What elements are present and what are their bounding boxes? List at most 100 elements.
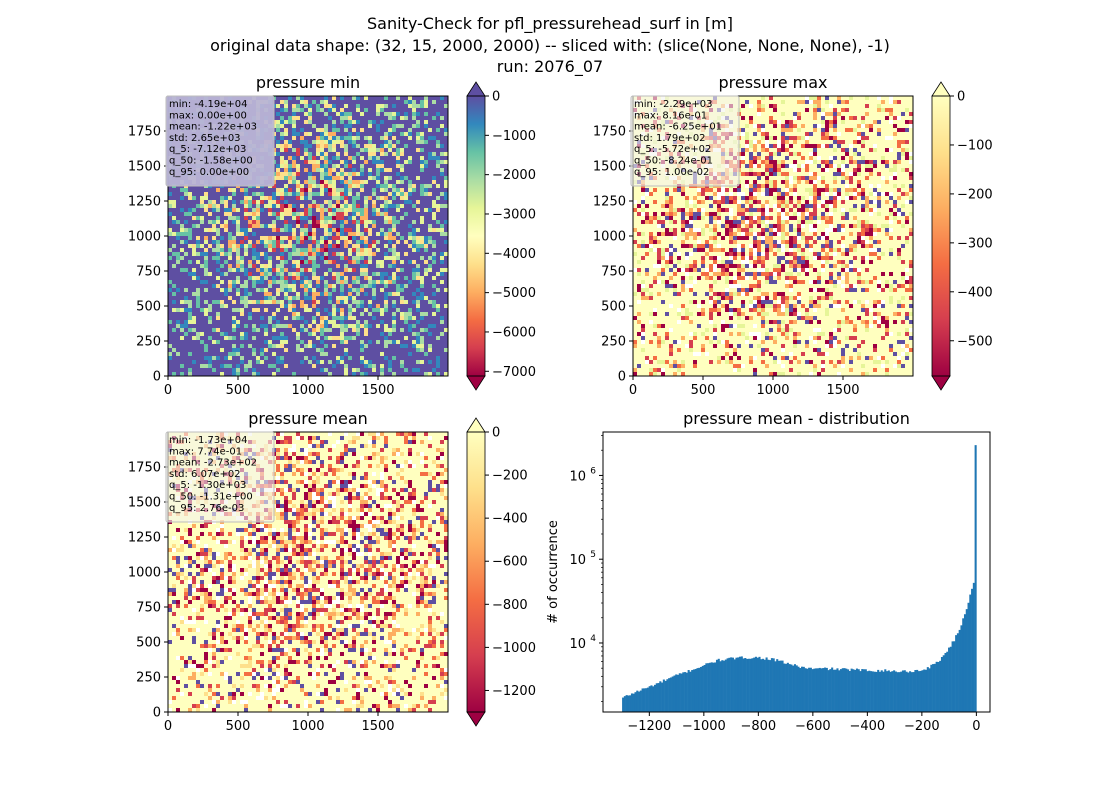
histogram-bar (804, 668, 807, 712)
histogram-bar (925, 669, 928, 712)
x-tick-label: 500 (691, 383, 716, 398)
y-tick-label: 500 (136, 300, 161, 315)
histogram-bar (944, 652, 947, 712)
colorbar-extend-top (466, 417, 486, 433)
histogram-bar (726, 658, 729, 712)
stats-line: q_95: 0.00e+00 (169, 167, 249, 178)
histogram-bar (786, 662, 789, 712)
stats-line: q_50: -1.58e+00 (169, 156, 253, 167)
histogram-bar (960, 625, 963, 712)
y-tick-label: 0 (153, 706, 161, 721)
y-tick-label: 1500 (128, 160, 161, 175)
stats-line: q_50: -8.24e-01 (634, 156, 713, 167)
stats-line: q_5: -7.12e+03 (169, 144, 246, 155)
x-tick-label: −600 (795, 719, 831, 734)
histogram-bar (928, 668, 931, 712)
histogram-bar (792, 665, 795, 712)
histogram-bar (933, 663, 936, 712)
histogram-bar (731, 657, 734, 712)
histogram-bar (689, 671, 692, 712)
histogram-bar (958, 629, 961, 712)
colorbar-tick-label: −5000 (492, 286, 536, 301)
colorbar-extend-bottom (931, 375, 951, 391)
x-tick-label: 500 (226, 383, 251, 398)
histogram-bar (815, 668, 818, 712)
histogram-bar (685, 672, 688, 712)
histogram-bar (965, 609, 968, 712)
histogram-bar (824, 667, 827, 712)
y-tick-label: 1750 (128, 461, 161, 476)
stats-box (165, 95, 275, 187)
histogram-bar (758, 656, 761, 712)
histogram-bar (877, 669, 880, 712)
histogram-bar (668, 678, 671, 712)
colorbar-tick-label: −200 (492, 469, 528, 484)
colorbar-tick-label: 0 (957, 90, 965, 105)
histogram-bar (974, 445, 977, 712)
x-tick-label: 0 (629, 383, 637, 398)
histogram-bar (682, 672, 685, 712)
colorbar-tick-label: −100 (957, 138, 993, 153)
stats-line: std: 2.65e+03 (169, 133, 241, 144)
colorbar-tick-label: −4000 (492, 247, 536, 262)
histogram-bar (661, 682, 664, 712)
histogram-bar (625, 695, 628, 712)
panel-title: pressure mean - distribution (683, 409, 910, 428)
y-tick-label: 10 (569, 553, 586, 568)
figure-suptitle-line-1: Sanity-Check for pfl_pressurehead_surf i… (367, 14, 733, 34)
histogram-bar (715, 659, 719, 712)
colorbar-extend-top (931, 81, 951, 97)
histogram-bar (724, 659, 727, 712)
colorbar-gradient (467, 96, 485, 376)
y-tick-label: 0 (153, 370, 161, 385)
histogram-bar (705, 663, 708, 712)
histogram-bar (971, 588, 974, 712)
colorbar-tick-label: −7000 (492, 365, 536, 380)
histogram-bar (946, 651, 949, 712)
colorbar-tick-label: −800 (492, 598, 528, 613)
histogram-bar (939, 660, 942, 712)
histogram-bar (678, 673, 681, 712)
stats-line: q_50: -1.31e+00 (169, 492, 253, 503)
histogram-bar (884, 669, 887, 712)
histogram-bar (850, 668, 853, 712)
stats-line: q_95: 1.00e-02 (634, 167, 709, 178)
histogram-bar (627, 695, 630, 712)
panel-title: pressure mean (248, 409, 368, 428)
histogram-bar (916, 669, 919, 712)
histogram-bar (634, 692, 637, 712)
histogram-bar (762, 658, 765, 712)
colorbar-tick-label: −500 (957, 334, 993, 349)
histogram-bar (653, 684, 657, 712)
histogram-bar (765, 657, 768, 712)
y-axis-label: # of occurrence (546, 520, 561, 624)
histogram-bar (949, 646, 952, 712)
x-tick-label: 1000 (756, 383, 789, 398)
colorbar-frame (466, 431, 486, 713)
histogram-bar (813, 668, 816, 712)
histogram-bar (643, 688, 646, 712)
histogram-bar (742, 658, 745, 712)
histogram-bar (767, 659, 770, 712)
histogram-bar (714, 662, 717, 712)
histogram-bar (664, 680, 667, 712)
y-tick-label: 10 (569, 469, 586, 484)
histogram-bar (744, 658, 747, 712)
histogram-bar (926, 667, 929, 712)
histogram-bar (639, 690, 642, 712)
histogram-bar (870, 671, 873, 712)
histogram-bar (930, 664, 933, 712)
colorbar-tick-label: −3000 (492, 207, 536, 222)
y-tick-label: 1000 (593, 230, 626, 245)
histogram-bar (836, 668, 839, 712)
colorbar-tick-label: −300 (957, 236, 993, 251)
colorbar-extend-bottom (466, 375, 486, 391)
histogram-bar (738, 656, 742, 712)
stats-line: q_5: -5.72e+02 (634, 144, 711, 155)
histogram-bar (940, 656, 944, 712)
histogram-bar (723, 660, 726, 712)
stats-line: mean: -1.22e+03 (169, 122, 257, 133)
histogram-bar (962, 618, 965, 712)
figure-suptitle-line-2: original data shape: (32, 15, 2000, 2000… (210, 36, 890, 55)
